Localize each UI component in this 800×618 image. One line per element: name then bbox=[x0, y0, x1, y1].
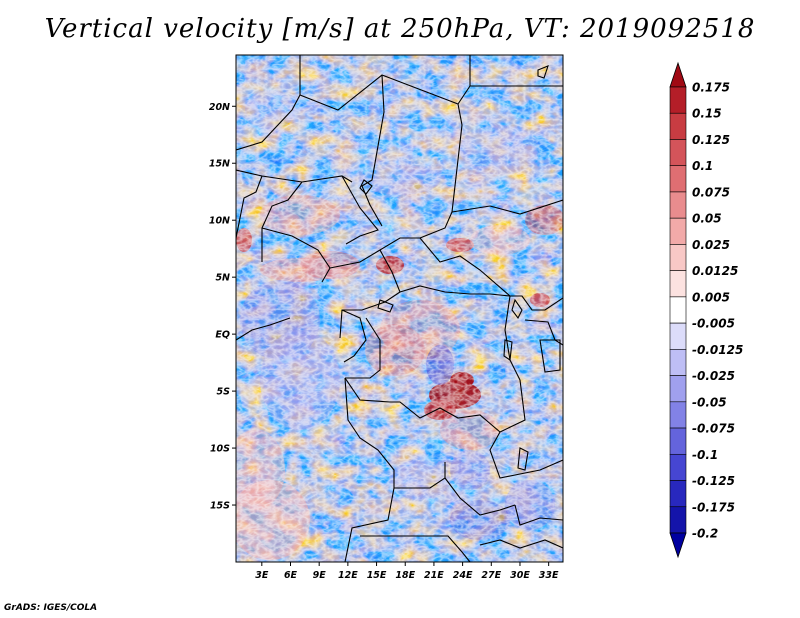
colorbar-box bbox=[669, 506, 687, 534]
lon-label: 33E bbox=[539, 570, 559, 581]
colorbar-label: -0.05 bbox=[692, 395, 727, 409]
colorbar-label: 0.05 bbox=[692, 212, 722, 226]
lon-label: 6E bbox=[284, 570, 298, 581]
colorbar-label: -0.0125 bbox=[692, 343, 743, 357]
colorbar-label: 0.125 bbox=[692, 133, 730, 147]
colorbar-box bbox=[669, 401, 687, 429]
colorbar-box bbox=[669, 112, 687, 140]
lon-label: 9E bbox=[313, 570, 327, 581]
latitude-axis: 20N 15N 10N 5N EQ 5S 10S 15S bbox=[209, 102, 236, 512]
colorbar-box bbox=[669, 139, 687, 167]
colorbar-box bbox=[669, 375, 687, 403]
colorbar-label: -0.125 bbox=[692, 474, 735, 488]
lat-label: 15S bbox=[210, 501, 230, 512]
lon-label: 21E bbox=[424, 570, 444, 581]
colorbar-box bbox=[669, 191, 687, 219]
colorbar-label: -0.025 bbox=[692, 369, 735, 383]
colorbar-box bbox=[669, 322, 687, 350]
colorbar-label: -0.1 bbox=[692, 448, 718, 462]
colorbar-label: 0.1 bbox=[692, 159, 713, 173]
colorbar-bottom-arrow bbox=[669, 532, 687, 559]
map-title: Vertical velocity [m/s] at 250hPa, VT: 2… bbox=[44, 14, 756, 44]
lon-label: 15E bbox=[367, 570, 387, 581]
colorbar-label: 0.025 bbox=[692, 238, 730, 252]
colorbar-box bbox=[669, 349, 687, 376]
colorbar-label: 0.0125 bbox=[692, 264, 738, 278]
colorbar-box bbox=[669, 244, 687, 271]
colorbar-label: -0.005 bbox=[692, 317, 735, 331]
colorbar-box bbox=[669, 480, 687, 508]
colorbar-box bbox=[669, 217, 687, 245]
lon-label: 30E bbox=[510, 570, 530, 581]
velocity-field bbox=[236, 55, 563, 562]
colorbar-top-arrow bbox=[669, 61, 687, 88]
colorbar-box bbox=[669, 165, 687, 193]
colorbar-box bbox=[669, 86, 687, 114]
lon-label: 18E bbox=[395, 570, 415, 581]
lat-label: 5S bbox=[217, 387, 231, 398]
lon-label: 12E bbox=[338, 570, 358, 581]
grads-credit: GrADS: IGES/COLA bbox=[4, 603, 98, 613]
colorbar-label: -0.075 bbox=[692, 422, 735, 436]
colorbar: 0.175 0.15 0.125 0.1 0.075 0.05 0.025 0.0125 0.0… bbox=[669, 61, 743, 559]
colorbar-label: 0.005 bbox=[692, 290, 730, 304]
colorbar-label: 0.15 bbox=[692, 107, 722, 121]
lat-label: 10N bbox=[209, 216, 230, 227]
lat-label: EQ bbox=[215, 330, 230, 341]
lon-label: 3E bbox=[255, 570, 269, 581]
colorbar-label: -0.2 bbox=[692, 527, 718, 541]
lat-label: 5N bbox=[215, 273, 230, 284]
lat-label: 20N bbox=[209, 102, 230, 113]
lon-label: 27E bbox=[481, 570, 501, 581]
colorbar-box bbox=[669, 427, 687, 455]
lat-label: 15N bbox=[209, 159, 230, 170]
colorbar-label: -0.175 bbox=[692, 500, 735, 514]
colorbar-label: 0.175 bbox=[692, 81, 730, 95]
lon-label: 24E bbox=[453, 570, 473, 581]
country-borders bbox=[236, 55, 563, 562]
colorbar-box bbox=[669, 453, 687, 481]
longitude-axis: 3E 6E 9E 12E 15E 18E 21E 24E 27E 30E 33E bbox=[255, 562, 559, 581]
colorbar-label: 0.075 bbox=[692, 185, 730, 199]
lat-label: 10S bbox=[210, 444, 230, 455]
colorbar-box bbox=[669, 270, 687, 298]
map-frame bbox=[235, 54, 564, 563]
colorbar-box bbox=[669, 296, 687, 324]
